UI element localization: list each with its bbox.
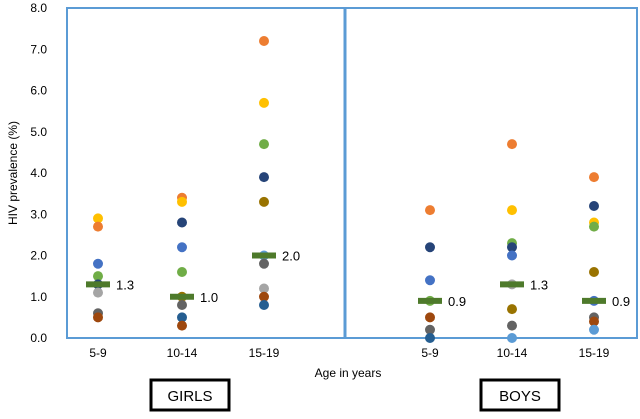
y-tick-label: 6.0: [30, 84, 47, 98]
x-tick-label: 15-19: [249, 346, 280, 360]
y-tick-label: 1.0: [30, 290, 47, 304]
data-point: [425, 333, 435, 343]
data-point: [177, 312, 187, 323]
x-tick-label: 5-9: [89, 346, 107, 360]
data-point: [259, 36, 269, 46]
data-point: [507, 304, 517, 315]
x-tick-label: 15-19: [579, 346, 610, 360]
median-label: 1.3: [116, 277, 134, 292]
median-bar: [170, 293, 194, 300]
data-point: [259, 283, 269, 294]
y-tick-label: 0.0: [30, 331, 47, 345]
data-point: [259, 291, 269, 302]
data-point: [589, 172, 599, 183]
y-tick-label: 2.0: [30, 249, 47, 263]
data-point: [93, 271, 103, 282]
x-axis-label: Age in years: [315, 366, 382, 380]
data-point: [507, 139, 517, 150]
data-point: [177, 300, 187, 310]
data-point: [425, 312, 435, 323]
x-tick-label: 10-14: [497, 346, 528, 360]
x-tick-label: 10-14: [167, 346, 198, 360]
data-point: [259, 196, 269, 207]
data-point: [93, 287, 103, 298]
data-point: [589, 324, 599, 335]
data-point: [93, 221, 103, 232]
y-tick-label: 7.0: [30, 42, 47, 56]
data-point: [507, 242, 517, 253]
data-point: [425, 324, 435, 335]
data-point: [507, 333, 517, 343]
data-point: [507, 320, 517, 331]
plot-frame: [66, 7, 638, 339]
median-bar: [500, 281, 524, 288]
data-point: [507, 250, 517, 261]
y-tick-label: 8.0: [30, 1, 47, 15]
data-point: [177, 196, 187, 207]
data-point: [259, 97, 269, 108]
data-point: [259, 258, 269, 269]
y-tick-label: 3.0: [30, 207, 47, 221]
data-point: [93, 258, 103, 269]
data-point: [177, 267, 187, 277]
data-point: [177, 217, 187, 228]
y-axis-label: HIV prevalence (%): [6, 121, 20, 225]
x-tick-label: 5-9: [421, 346, 439, 360]
median-label: 2.0: [282, 249, 300, 264]
data-point: [259, 139, 269, 150]
data-point: [507, 205, 517, 216]
median-label: 1.0: [200, 290, 218, 305]
data-point: [259, 300, 269, 310]
median-bar: [252, 252, 276, 259]
panel-label-box: [479, 378, 561, 412]
data-point: [177, 242, 187, 253]
panel-label-box: [149, 378, 231, 412]
data-point: [259, 172, 269, 183]
median-label: 0.9: [612, 294, 630, 309]
data-point: [93, 312, 103, 323]
y-tick-label: 5.0: [30, 125, 47, 139]
median-bar: [86, 281, 110, 288]
median-bar: [418, 297, 442, 304]
panel-label-girls: GIRLS: [167, 388, 212, 405]
data-point: [589, 201, 599, 211]
median-bar: [582, 297, 606, 304]
median-label: 1.3: [530, 277, 548, 292]
data-point: [93, 213, 103, 224]
data-point: [425, 205, 435, 216]
median-label: 0.9: [448, 294, 466, 309]
data-point: [425, 275, 435, 286]
y-tick-label: 4.0: [30, 166, 47, 180]
data-point: [177, 320, 187, 331]
data-point: [589, 267, 599, 277]
data-point: [589, 221, 599, 232]
data-point: [589, 316, 599, 327]
data-point: [425, 242, 435, 253]
panel-label-boys: BOYS: [499, 388, 541, 405]
